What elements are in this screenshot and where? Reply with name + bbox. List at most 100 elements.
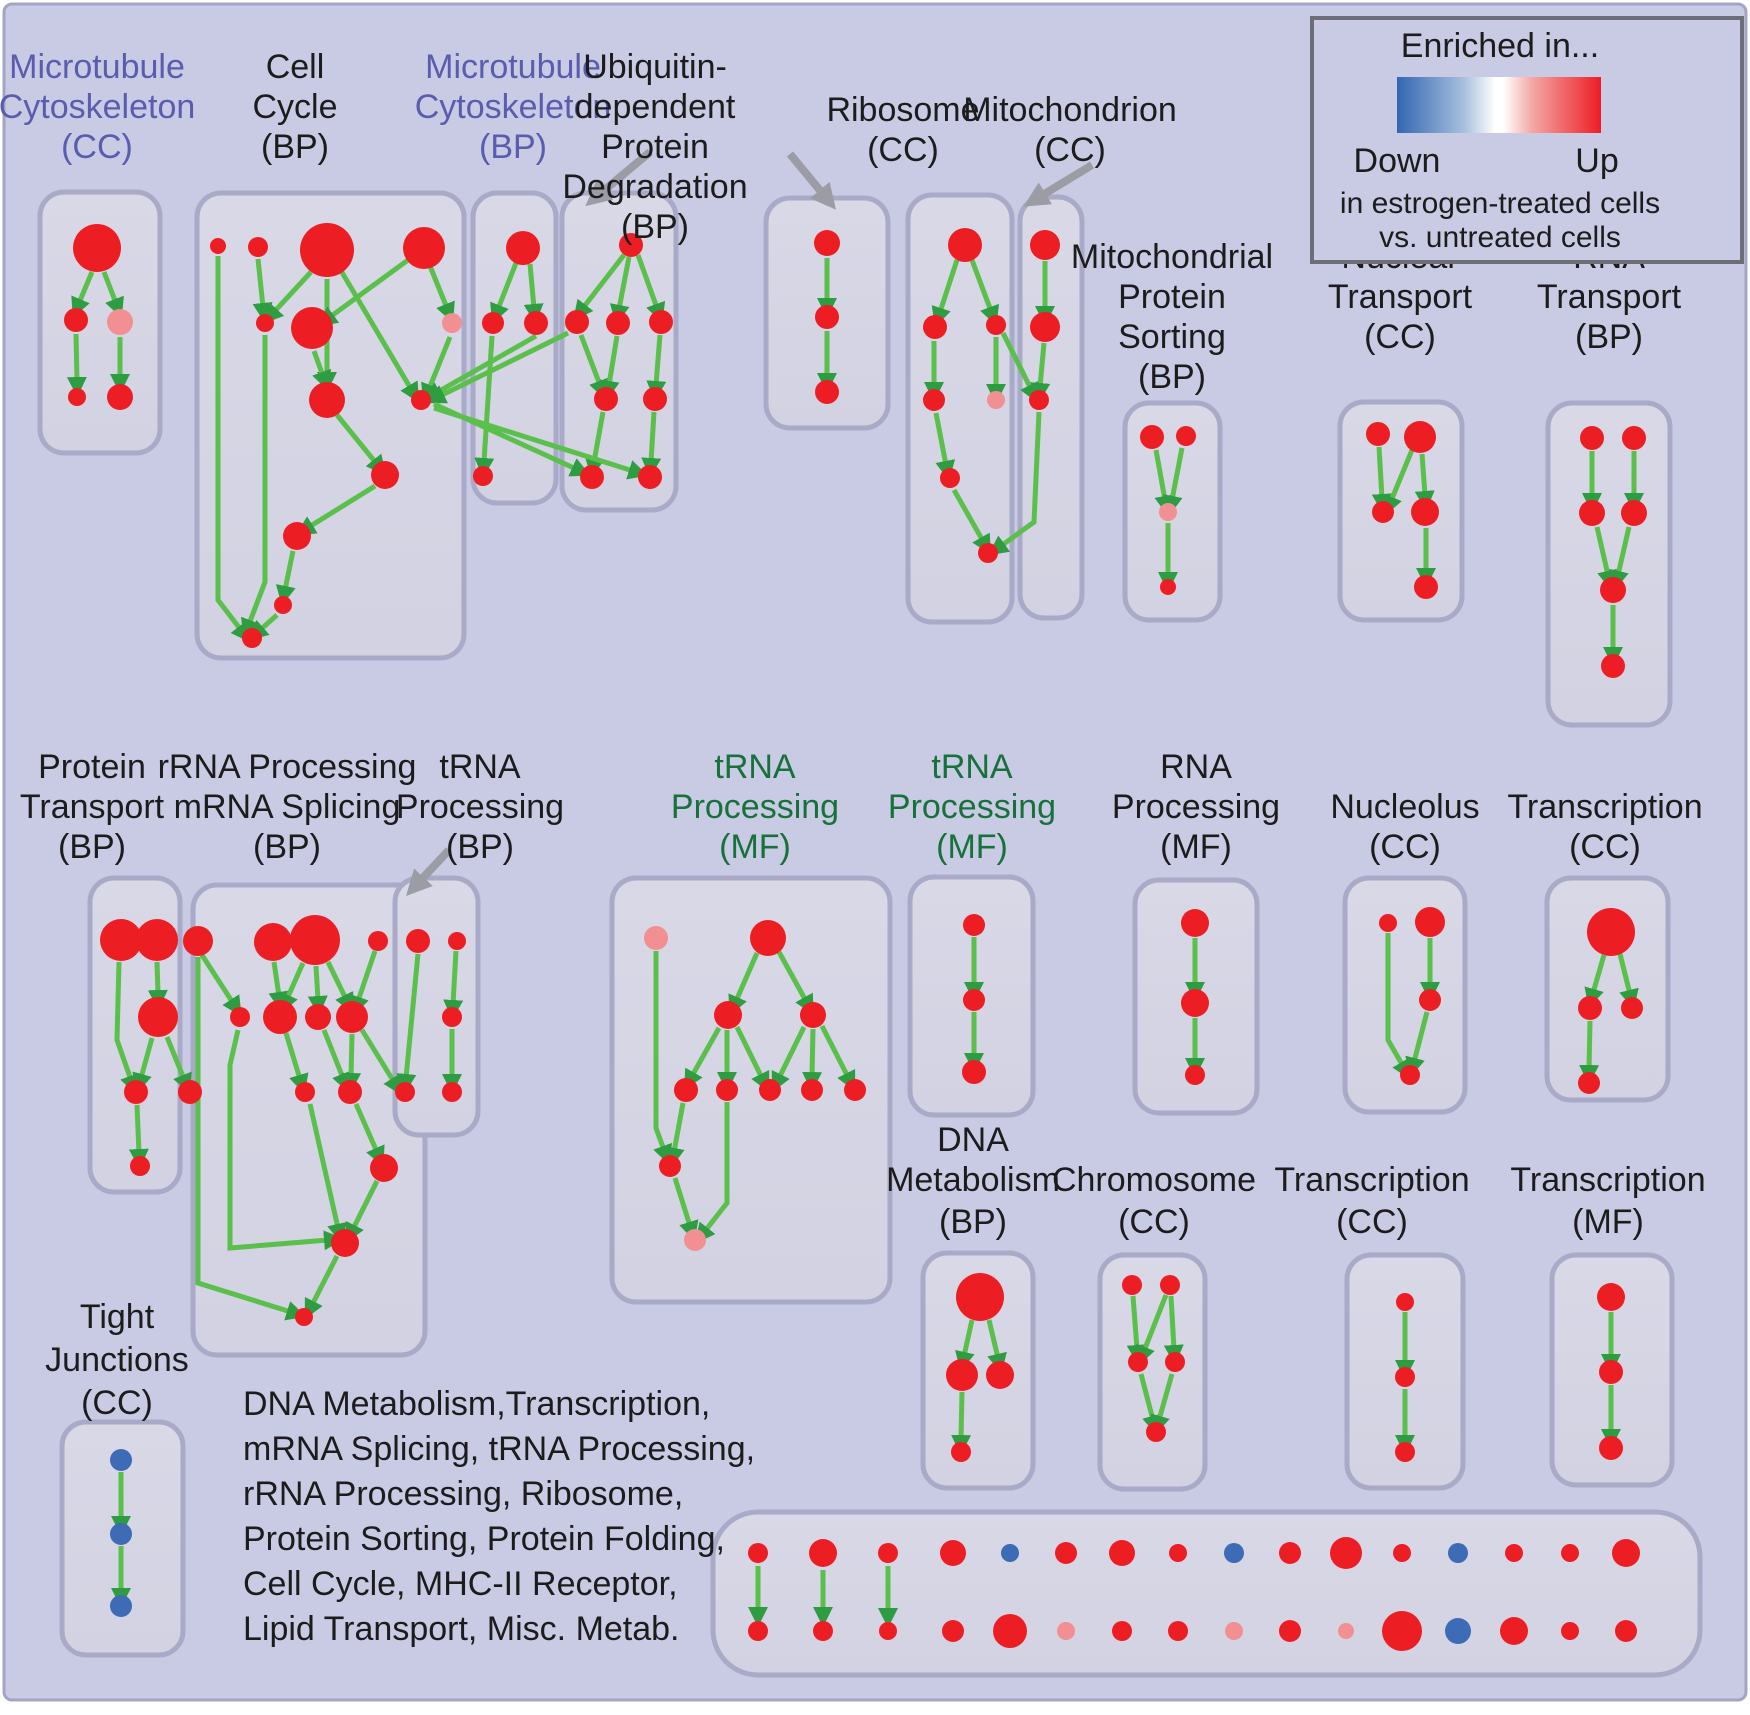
nuclear-transport-edge [1414, 453, 1435, 511]
callout-arrow-to-trna-bp-box [406, 847, 452, 896]
trna-processing-mf-large-edge [819, 1024, 856, 1092]
ubiquitin-degradation-a-edge [646, 334, 667, 401]
cell-cycle-node [274, 596, 292, 614]
protein-transport-edge [164, 1036, 192, 1094]
ribosome-edge [931, 259, 960, 328]
nucleolus-node [1400, 1065, 1420, 1085]
tight-junctions-node [110, 1523, 132, 1545]
ubiquitin-degradation-a-edge [635, 254, 666, 324]
rrna-processing-mrna-splicing-node [368, 931, 388, 951]
transcription-cc-row2-node [1587, 908, 1635, 956]
rrna-processing-mrna-splicing-edge [325, 960, 354, 1014]
transcription-cc-row2-edge [1617, 953, 1639, 1010]
microtubule-cc-node [107, 309, 133, 335]
trna-processing-bp-node [448, 932, 466, 950]
cell-cycle-edge [311, 350, 332, 392]
ubiquitin-degradation-a-node [643, 387, 667, 411]
rna-processing-mf-label: Processing [1112, 788, 1280, 826]
mixed-terms-strip-node [1168, 1621, 1188, 1641]
transcription-cc-row3-node [1395, 1367, 1415, 1387]
nuclear-transport-box [1337, 399, 1465, 623]
cross-cluster-edge [1000, 331, 1039, 404]
mixed-terms-strip-node [748, 1543, 768, 1563]
mitochondrial-protein-sorting-edge [1162, 447, 1185, 516]
rrna-processing-mrna-splicing-node [230, 1007, 250, 1027]
rna-processing-mf-label: (MF) [1160, 828, 1232, 866]
dna-metabolism-edge [986, 1319, 1007, 1374]
microtubule-bp-label: (BP) [479, 128, 547, 166]
microtubule-cc-edge [101, 271, 124, 318]
rrna-processing-mrna-splicing-node [183, 926, 213, 956]
cell-cycle-edge [263, 270, 313, 324]
transcription-cc-row2-node [1578, 996, 1602, 1020]
trna-processing-mf-large-node [801, 1079, 823, 1101]
mitochondrion-label: Mitochondrion [963, 91, 1177, 129]
trna-processing-mf-large-node [674, 1078, 698, 1102]
mitochondrion-node [1030, 230, 1060, 260]
trna-processing-mf-large-node [759, 1079, 781, 1101]
rrna-processing-mrna-splicing-edge [227, 1029, 344, 1251]
protein-transport-label: Transport [20, 788, 165, 826]
mixed-terms-strip-node [1445, 1618, 1471, 1644]
mitochondrial-protein-sorting-edge [1153, 449, 1175, 516]
cell-cycle-node [309, 382, 345, 418]
chromosome-label: Chromosome [1052, 1161, 1256, 1199]
dna-metabolism-label: Metabolism [886, 1161, 1060, 1199]
nuclear-transport-edge [1371, 446, 1392, 514]
protein-transport-node [136, 919, 178, 961]
rna-transport-node [1600, 577, 1626, 603]
cell-cycle-edge [276, 550, 296, 606]
protein-transport-node [138, 997, 178, 1037]
ubiquitin-degradation-b-node [815, 305, 839, 329]
microtubule-bp-node [473, 466, 493, 486]
ribosome-edge [933, 412, 956, 481]
mixed-terms-strip-node [1224, 1543, 1244, 1563]
rrna-processing-mrna-splicing-edge [195, 957, 307, 1321]
microtubule-cc-node [73, 224, 121, 272]
misc-terms-text: Lipid Transport, Misc. Metab. [243, 1610, 680, 1648]
ubiquitin-degradation-a-label: Ubiquitin- [583, 48, 727, 86]
ribosome-node [987, 391, 1005, 409]
mixed-terms-strip-node [1055, 1542, 1077, 1564]
mitochondrial-protein-sorting-label: Mitochondrial [1071, 238, 1273, 276]
trna-processing-bp-node [395, 1082, 415, 1102]
protein-transport-edge [128, 1104, 149, 1169]
trna-processing-mf-large-node [644, 926, 668, 950]
cell-cycle-node [371, 461, 399, 489]
legend-caption-line1: in estrogen-treated cells [1340, 187, 1660, 220]
rna-processing-mf-node [1181, 909, 1209, 937]
transcription-cc-row3-label: Transcription [1274, 1161, 1469, 1199]
protein-transport-edge [132, 1037, 155, 1094]
cell-cycle-node [248, 237, 268, 257]
mixed-terms-strip-node [748, 1621, 768, 1641]
rna-transport-label: Transport [1537, 278, 1682, 316]
transcription-cc-row2-box [1544, 875, 1671, 1103]
microtubule-cc-node [64, 308, 88, 332]
legend-down-label: Down [1354, 142, 1441, 180]
chromosome-edge [1126, 1295, 1147, 1365]
mitochondrion-edge [988, 411, 1042, 556]
mixed-terms-strip-node [1561, 1622, 1579, 1640]
transcription-cc-row3-node [1395, 1442, 1415, 1462]
transcription-mf-node [1599, 1436, 1623, 1460]
microtubule-cc-label: (CC) [61, 128, 133, 166]
mixed-terms-strip-node [1393, 1544, 1411, 1562]
cell-cycle-node [210, 238, 226, 254]
microtubule-cc-label: Microtubule [9, 48, 185, 86]
nuclear-transport-node [1404, 421, 1436, 453]
rrna-processing-mrna-splicing-label: rRNA Processing [158, 748, 417, 786]
trna-processing-mf-large-node [714, 1001, 742, 1029]
nucleolus-label: (CC) [1369, 828, 1441, 866]
mixed-terms-strip-node [813, 1621, 833, 1641]
trna-processing-mf-large-node [684, 1229, 706, 1251]
rrna-processing-mrna-splicing-edge [359, 1028, 403, 1096]
microtubule-bp-label: Microtubule [425, 48, 601, 86]
protein-transport-node [124, 1080, 148, 1104]
nucleolus-node [1415, 907, 1445, 937]
rna-transport-edge [1594, 526, 1617, 591]
microtubule-bp-edge [474, 335, 495, 478]
trna-processing-bp-label: (BP) [446, 828, 514, 866]
rna-transport-node [1580, 426, 1604, 450]
rrna-processing-mrna-splicing-node [336, 1001, 368, 1033]
mixed-terms-strip-node [1279, 1542, 1301, 1564]
